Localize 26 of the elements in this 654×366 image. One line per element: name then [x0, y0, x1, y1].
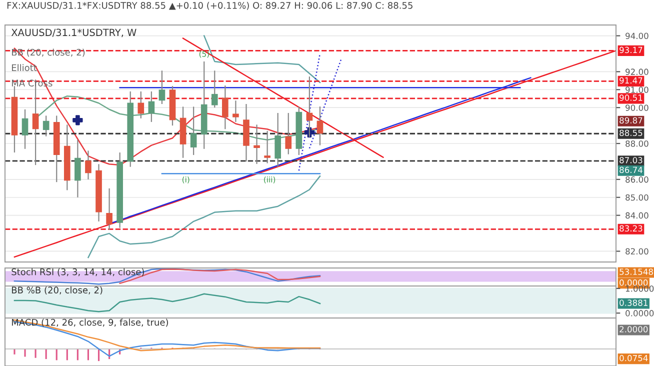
text: 2.0000	[620, 326, 648, 332]
y-tick-label: 94.00	[626, 32, 648, 40]
y-tick-label: 92.00	[626, 68, 648, 75]
y-tick-label: 90.00	[626, 104, 648, 111]
ref-line-label: 91.47	[620, 77, 642, 84]
chart-subtitle: FX:XAUUSD/31.1*FX:USDTRY 88.55 ▲+0.10 (+0.11%) O: 89.27 H: 90.06 L: 87.90 C: 88.55	[7, 2, 412, 10]
y-tick-label: 84.00	[626, 212, 648, 219]
y-tick-label: 88.00	[626, 140, 648, 147]
y-tick-label: 85.00	[626, 194, 648, 201]
text: 86.74	[620, 166, 642, 174]
ref-line-label: 93.17	[620, 46, 642, 54]
chart-title: BB %B (20, close, 2)	[12, 286, 102, 295]
ref-line-label: 87.03	[620, 157, 642, 164]
chart-title: Stoch RSI (3, 3, 14, 14, close)	[12, 268, 144, 276]
y-tick-label: 91.00	[626, 86, 648, 93]
ref-line-label: 90.51	[620, 94, 642, 101]
text: 0.0754	[620, 354, 648, 362]
y-tick-label: 0.0000	[626, 310, 654, 316]
chart-title: XAUUSD/31.1*USDTRY, W	[11, 28, 136, 38]
y-tick-label: 86.00	[626, 176, 648, 183]
y-tick-label: 82.00	[626, 248, 648, 255]
annotation: 0.3881	[620, 300, 648, 306]
text: 89.87	[620, 117, 642, 124]
ref-line-label: 88.55	[620, 130, 642, 136]
text: 53.1548	[620, 268, 653, 275]
ref-line-label: 83.23	[620, 225, 642, 232]
